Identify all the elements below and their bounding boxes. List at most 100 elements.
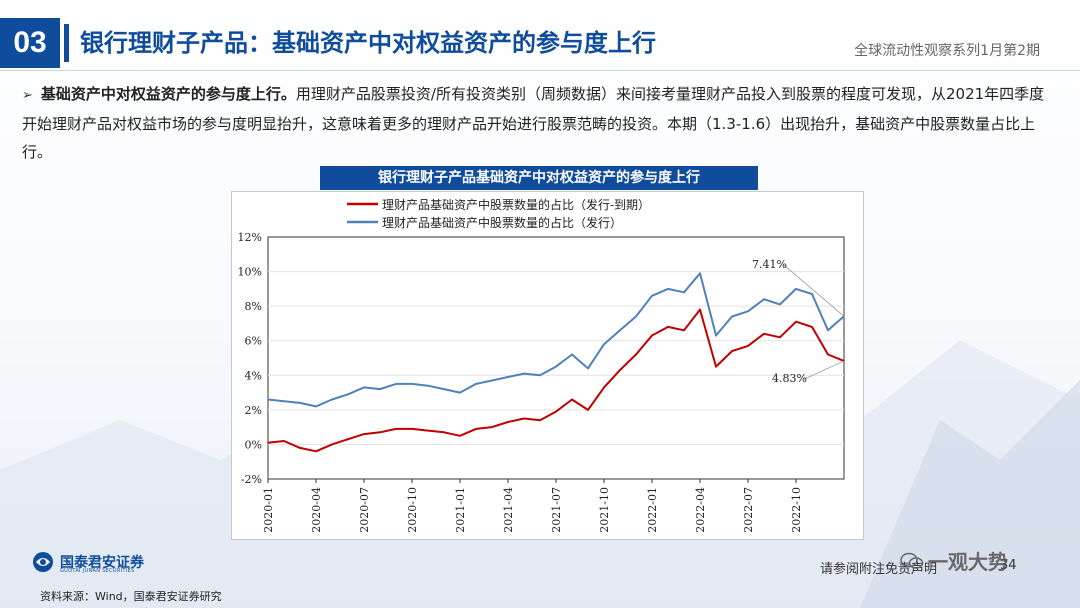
data-point bbox=[347, 438, 349, 440]
data-point bbox=[539, 419, 541, 421]
data-point bbox=[363, 386, 365, 389]
data-point bbox=[667, 326, 669, 328]
annotation-leader bbox=[803, 360, 845, 380]
bullet-paragraph: ➢ 基础资产中对权益资产的参与度上行。用理财产品股票投资/所有投资类别（周频数据）… bbox=[22, 80, 1052, 166]
data-point bbox=[683, 291, 685, 294]
data-point bbox=[699, 272, 701, 275]
data-point bbox=[619, 329, 621, 332]
x-tick-label: 2020-10 bbox=[406, 487, 419, 533]
logo-en-text: GUOTAI JUNAN SECURITIES bbox=[60, 568, 135, 574]
data-point bbox=[731, 350, 733, 352]
annotation-label: 4.83% bbox=[772, 372, 807, 385]
data-point bbox=[363, 433, 365, 435]
wechat-icon bbox=[900, 552, 924, 569]
data-point bbox=[763, 298, 765, 300]
data-point bbox=[763, 333, 765, 335]
header-divider bbox=[0, 70, 1080, 71]
x-tick-label: 2020-04 bbox=[310, 487, 323, 533]
data-point bbox=[523, 372, 525, 375]
wechat-watermark: 一观大势 bbox=[928, 550, 1008, 574]
bullet-bold-text: 基础资产中对权益资产的参与度上行。 bbox=[40, 85, 296, 103]
data-point bbox=[283, 400, 285, 402]
y-tick-label: 8% bbox=[245, 300, 262, 313]
data-point bbox=[427, 384, 429, 387]
data-point bbox=[267, 398, 269, 401]
y-tick-label: 6% bbox=[245, 335, 262, 348]
data-point bbox=[571, 398, 573, 401]
y-tick-label: 2% bbox=[245, 404, 262, 417]
data-point bbox=[331, 398, 333, 401]
data-point bbox=[811, 326, 813, 328]
bullet-text: 用理财产品股票投资/所有投资类别（周频数据）来间接考量理财产品投入到股票的程度可… bbox=[22, 85, 1045, 161]
y-tick-label: 10% bbox=[238, 266, 262, 279]
data-point bbox=[283, 440, 285, 442]
data-point bbox=[507, 421, 509, 423]
source-note: 资料来源：Wind，国泰君安证券研究 bbox=[40, 590, 222, 603]
data-point bbox=[379, 431, 381, 434]
data-point bbox=[347, 393, 349, 396]
data-point bbox=[523, 417, 525, 420]
data-point bbox=[715, 365, 717, 368]
chart-title: 银行理财子产品基础资产中对权益资产的参与度上行 bbox=[320, 166, 758, 190]
data-point bbox=[667, 288, 669, 290]
data-point bbox=[299, 402, 301, 404]
data-point bbox=[555, 365, 557, 368]
logo-cn-text: 国泰君安证券 bbox=[60, 555, 144, 571]
data-point bbox=[619, 369, 621, 371]
x-tick-label: 2022-07 bbox=[742, 487, 755, 533]
data-point bbox=[491, 379, 493, 382]
data-point bbox=[827, 329, 829, 332]
data-point bbox=[827, 353, 829, 356]
x-tick-label: 2021-04 bbox=[502, 487, 515, 533]
data-point bbox=[379, 388, 381, 390]
data-point bbox=[395, 383, 397, 385]
data-point bbox=[475, 383, 477, 385]
line-chart: -2% 0% 2% 4% 6% 8% 10% 12% 2020-01 2020-04 2020-07… bbox=[238, 197, 845, 533]
slide-title: 银行理财子产品：基础资产中对权益资产的参与度上行 bbox=[80, 29, 656, 57]
data-point bbox=[443, 388, 445, 390]
data-point bbox=[475, 428, 477, 430]
bullet-arrow-icon: ➢ bbox=[22, 88, 33, 103]
data-point bbox=[747, 310, 749, 313]
legend-label: 理财产品基础资产中股票数量的占比（发行） bbox=[382, 215, 622, 230]
annotation-label: 7.41% bbox=[752, 258, 787, 271]
y-tick-label: 4% bbox=[245, 369, 262, 382]
x-tick-label: 2020-01 bbox=[262, 487, 275, 533]
data-point bbox=[779, 336, 781, 339]
data-point bbox=[651, 334, 653, 337]
y-tick-label: 0% bbox=[245, 438, 262, 451]
data-point bbox=[427, 429, 429, 432]
data-point bbox=[635, 353, 637, 356]
header-accent-bar bbox=[64, 24, 69, 62]
page-number: 34 bbox=[1000, 558, 1017, 573]
data-point bbox=[795, 320, 797, 323]
data-point bbox=[539, 374, 541, 377]
data-point bbox=[587, 367, 589, 370]
data-point bbox=[603, 386, 605, 389]
chart-container: -2% 0% 2% 4% 6% 8% 10% 12% 2020-01 2020-04 2020-07… bbox=[231, 191, 864, 540]
data-point bbox=[571, 353, 573, 356]
data-point bbox=[747, 345, 749, 347]
data-point bbox=[315, 405, 317, 408]
y-tick-label: -2% bbox=[241, 473, 262, 486]
x-tick-label: 2021-01 bbox=[454, 487, 467, 533]
data-point bbox=[651, 295, 653, 297]
series-tag: 全球流动性观察系列1月第2期 bbox=[854, 43, 1040, 59]
data-point bbox=[267, 441, 269, 444]
data-point bbox=[459, 391, 461, 394]
data-point bbox=[491, 426, 493, 428]
data-point bbox=[699, 308, 701, 311]
section-number: 03 bbox=[0, 18, 60, 68]
annotation-leader bbox=[783, 264, 845, 317]
x-tick-label: 2021-07 bbox=[550, 487, 563, 533]
plot-area bbox=[267, 236, 845, 480]
data-point bbox=[795, 288, 797, 290]
data-point bbox=[459, 435, 461, 437]
x-tick-label: 2022-10 bbox=[790, 487, 803, 533]
data-point bbox=[603, 343, 605, 345]
data-point bbox=[411, 428, 413, 430]
data-point bbox=[331, 443, 333, 446]
data-point bbox=[811, 293, 813, 295]
data-point bbox=[683, 329, 685, 332]
data-point bbox=[411, 383, 413, 385]
